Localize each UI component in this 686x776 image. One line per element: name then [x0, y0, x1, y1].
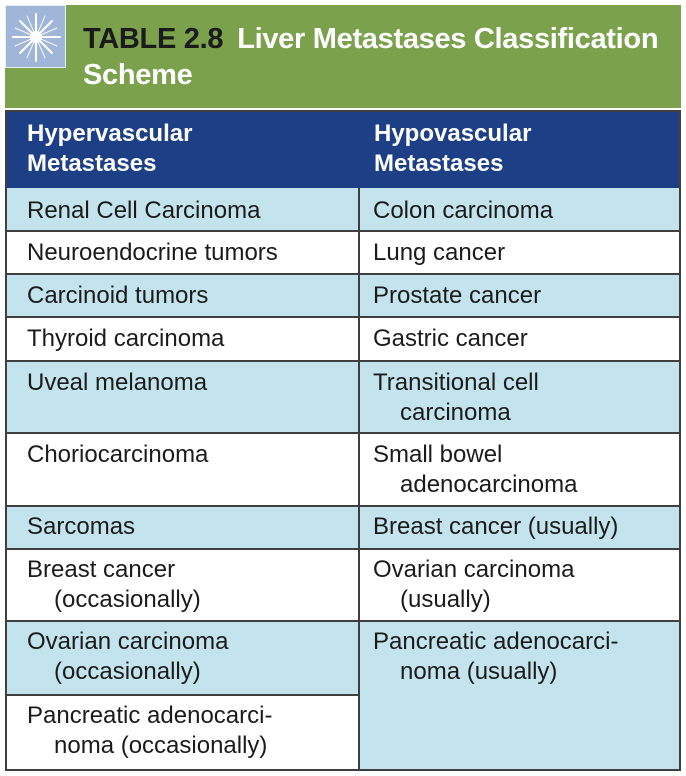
cell-hypo: Pancreatic adenocarci-noma (usually) — [360, 622, 681, 771]
cell-hypo: Colon carcinoma — [360, 188, 681, 231]
table-title: TABLE 2.8 Liver Metastases Classification — [83, 23, 659, 56]
table-title-bar: TABLE 2.8 Liver Metastases Classification… — [5, 5, 681, 108]
table-row: Thyroid carcinoma Gastric cancer — [5, 318, 681, 360]
cell-hyper: Carcinoid tumors — [5, 275, 358, 316]
cell-hyper: Uveal melanoma — [5, 362, 358, 432]
cell-hypo: Lung cancer — [360, 232, 681, 273]
table-row: Renal Cell Carcinoma Colon carcinoma — [5, 188, 681, 231]
table-row: Carcinoid tumors Prostate cancer — [5, 275, 681, 316]
cell-hyper: Thyroid carcinoma — [5, 318, 358, 360]
table-number: TABLE 2.8 — [83, 23, 224, 55]
cell-hyper: Choriocarcinoma — [5, 434, 358, 505]
cell-hyper: Pancreatic adenocarci-noma (occasionally… — [5, 696, 358, 771]
cell-hypo: Transitional cell carcinoma — [360, 362, 681, 432]
cell-hyper: Ovarian carcinoma (occasionally) — [5, 622, 358, 694]
table-row: Choriocarcinoma Small bowel adenocarcinom… — [5, 434, 681, 505]
table-title-text: Liver Metastases Classification — [237, 23, 659, 55]
table-title-continued: Scheme — [83, 59, 193, 91]
cell-hypo: Prostate cancer — [360, 275, 681, 316]
table-row: Breast cancer (occasionally) Ovarian carc… — [5, 550, 681, 620]
table-row: Sarcomas Breast cancer (usually) — [5, 507, 681, 548]
column-header-row: Hypervascular Metastases Hypovascular Me… — [5, 110, 681, 188]
cell-hypo: Small bowel adenocarcinoma — [360, 434, 681, 505]
column-header-hypervascular: Hypervascular Metastases — [27, 120, 193, 177]
column-header-hypovascular: Hypovascular Metastases — [374, 120, 532, 177]
cell-hyper: Breast cancer (occasionally) — [5, 550, 358, 620]
star-burst-icon — [5, 5, 66, 68]
cell-hyper: Sarcomas — [5, 507, 358, 548]
table-row: Ovarian carcinoma (occasionally) — [5, 622, 681, 694]
cell-hyper: Neuroendocrine tumors — [5, 232, 358, 273]
cell-hypo: Breast cancer (usually) — [360, 507, 681, 548]
cell-hypo: Gastric cancer — [360, 318, 681, 360]
table-body: Renal Cell Carcinoma Colon carcinoma Neu… — [5, 188, 681, 771]
table-row: Neuroendocrine tumors Lung cancer — [5, 232, 681, 273]
cell-hypo: Ovarian carcinoma (usually) — [360, 550, 681, 620]
table-row: Uveal melanoma Transitional cell carcinom… — [5, 362, 681, 432]
cell-hyper: Renal Cell Carcinoma — [5, 188, 358, 231]
table-row: Pancreatic adenocarci-noma (occasionally… — [5, 696, 358, 771]
